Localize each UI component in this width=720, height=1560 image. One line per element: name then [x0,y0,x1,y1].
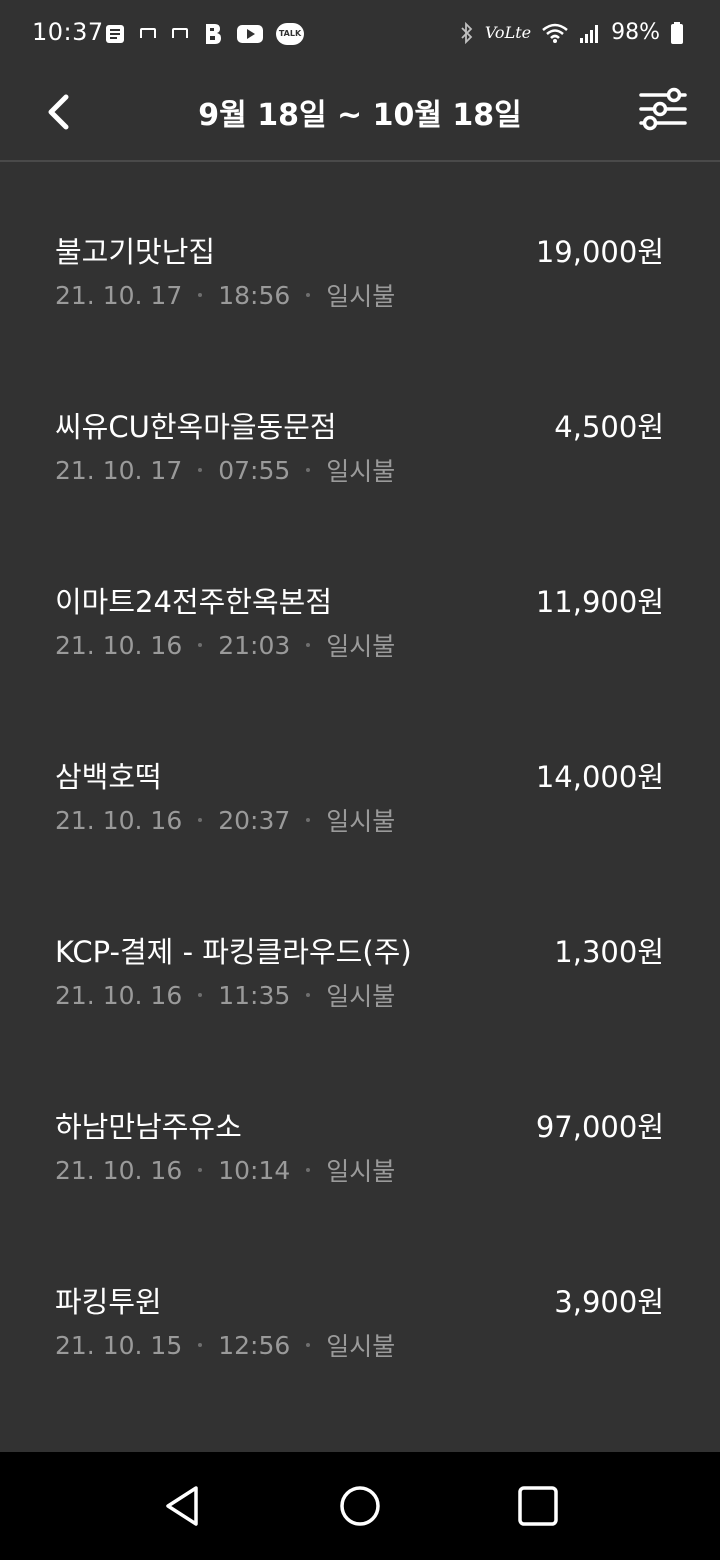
transaction-date: 21. 10. 15 [55,1330,183,1360]
volte-icon: VoLte [484,23,532,42]
transaction-time: 12:56 [218,1330,291,1360]
separator-dot [306,1343,311,1347]
sliders-icon [639,87,687,131]
payment-type: 일시불 [326,807,396,836]
separator-dot [306,818,311,822]
transaction-item[interactable]: 파킹투윈 3,900원 21. 10. 15 12:56 일시불 [0,1217,720,1392]
circle-home-icon [340,1486,380,1526]
status-time: 10:37 [32,18,104,46]
separator-dot [306,293,311,297]
back-button[interactable] [36,90,80,134]
date-range-title[interactable]: 9월 18일 ~ 10월 18일 [198,98,522,133]
transaction-item[interactable]: KCP-결제 - 파킹클라우드(주) 1,300원 21. 10. 16 11:… [0,867,720,1042]
transaction-date: 21. 10. 16 [55,980,183,1010]
status-bar: 10:37 TALK VoLte [0,0,720,70]
merchant-name: 불고기맛난집 [55,235,216,269]
transaction-time: 21:03 [218,630,291,660]
transaction-meta: 21. 10. 16 20:37 일시불 [55,802,395,838]
transaction-time: 20:37 [218,805,291,835]
nav-home-button[interactable] [338,1484,382,1528]
merchant-name: 삼백호떡 [55,760,162,794]
merchant-name: 하남만남주유소 [55,1110,242,1144]
cast-icon [172,28,188,38]
battery-icon [671,21,683,44]
transaction-date: 21. 10. 17 [55,280,183,310]
transaction-time: 07:55 [218,455,291,485]
amount: 97,000원 [535,1110,664,1144]
system-icons: VoLte 98% [459,20,684,45]
transaction-date: 21. 10. 16 [55,805,183,835]
wifi-icon [542,23,568,43]
transaction-time: 11:35 [218,980,291,1010]
merchant-name: 파킹투윈 [55,1285,162,1319]
payment-type: 일시불 [326,1157,396,1186]
transaction-item[interactable]: 삼백호떡 14,000원 21. 10. 16 20:37 일시불 [0,692,720,867]
transaction-meta: 21. 10. 16 10:14 일시불 [55,1152,395,1188]
amount: 11,900원 [535,585,664,619]
notes-icon [106,25,124,43]
separator-dot [198,293,203,297]
transaction-item[interactable]: 이마트24전주한옥본점 11,900원 21. 10. 16 21:03 일시불 [0,517,720,692]
transaction-list[interactable]: 오늘 09:35 일시불 불고기맛난집 19,000원 21. 10. 17 1… [0,70,720,1452]
battery-percent: 98% [611,20,660,45]
separator-dot [306,1168,311,1172]
youtube-icon [237,25,263,43]
transaction-meta: 21. 10. 16 21:03 일시불 [55,627,395,663]
b-app-icon [206,24,221,44]
transaction-item[interactable]: 불고기맛난집 19,000원 21. 10. 17 18:56 일시불 [0,167,720,342]
payment-type: 일시불 [326,457,396,486]
transaction-item[interactable]: 씨유CU한옥마을동문점 4,500원 21. 10. 17 07:55 일시불 [0,342,720,517]
separator-dot [306,643,311,647]
merchant-name: KCP-결제 - 파킹클라우드(주) [55,935,412,969]
nav-back-button[interactable] [160,1484,204,1528]
transaction-item[interactable]: 하남만남주유소 97,000원 21. 10. 16 10:14 일시불 [0,1042,720,1217]
bluetooth-icon [461,21,473,44]
separator-dot [306,468,311,472]
filter-button[interactable] [636,82,690,136]
transaction-meta: 21. 10. 16 11:35 일시불 [55,977,395,1013]
transaction-time: 18:56 [218,280,291,310]
transaction-meta: 21. 10. 17 07:55 일시불 [55,452,395,488]
chevron-left-icon [48,94,69,130]
separator-dot [198,468,203,472]
payment-type: 일시불 [326,282,396,311]
separator-dot [198,993,203,997]
payment-type: 일시불 [326,632,396,661]
cast-icon [140,28,156,38]
nav-recents-button[interactable] [516,1484,560,1528]
amount: 19,000원 [535,235,664,269]
signal-icon [580,24,599,43]
transaction-meta: 21. 10. 15 12:56 일시불 [55,1327,395,1363]
payment-type: 일시불 [326,1332,396,1361]
transaction-meta: 21. 10. 17 18:56 일시불 [55,277,395,313]
triangle-back-icon [166,1486,198,1526]
transaction-date: 21. 10. 17 [55,455,183,485]
separator-dot [306,993,311,997]
separator-dot [198,818,203,822]
amount: 1,300원 [554,935,664,969]
payment-type: 일시불 [326,982,396,1011]
amount: 3,900원 [554,1285,664,1319]
separator-dot [198,1168,203,1172]
notification-icons: TALK [104,22,304,46]
merchant-name: 씨유CU한옥마을동문점 [55,410,337,444]
transaction-date: 21. 10. 16 [55,1155,183,1185]
transaction-time: 10:14 [218,1155,291,1185]
app-header: 9월 18일 ~ 10월 18일 [0,70,720,162]
amount: 4,500원 [554,410,664,444]
merchant-name: 이마트24전주한옥본점 [55,585,333,619]
transaction-date: 21. 10. 16 [55,630,183,660]
separator-dot [198,643,203,647]
separator-dot [198,1343,203,1347]
kakaotalk-icon: TALK [276,23,304,45]
square-recents-icon [518,1486,558,1526]
system-nav-bar [0,1452,720,1560]
amount: 14,000원 [535,760,664,794]
